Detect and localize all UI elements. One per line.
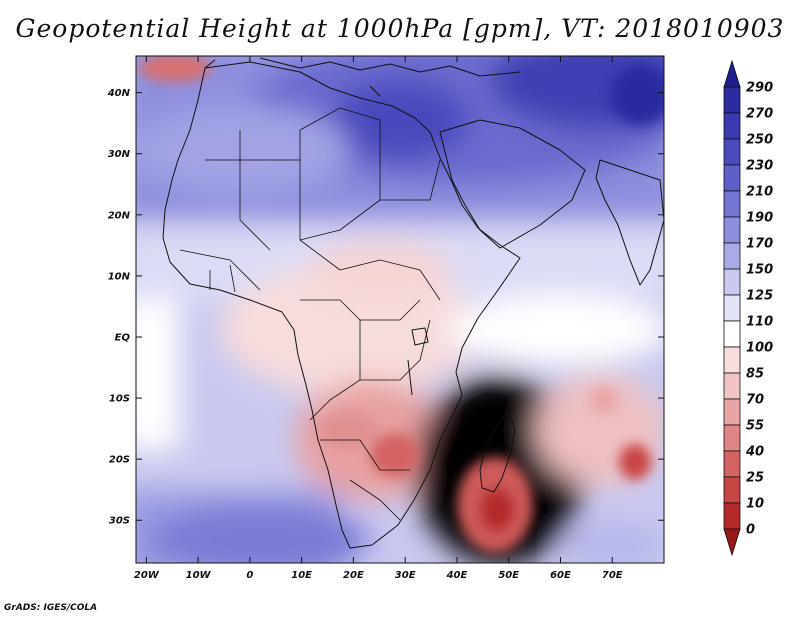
longitude-axis: 20W 10W 0 10E 20E 30E 40E 50E 60E 70E	[134, 56, 623, 581]
lat-label: EQ	[115, 332, 131, 343]
lat-label: 30N	[108, 149, 131, 160]
lon-label: 0	[246, 570, 253, 581]
lake-tanganyika	[407, 359, 413, 396]
colorbar-label: 190	[746, 211, 773, 226]
colorbar-segment	[723, 476, 741, 504]
lat-label: 10S	[109, 394, 130, 405]
colorbar-label: 100	[746, 341, 773, 356]
colorbar-label: 85	[746, 367, 764, 382]
colorbar-segment	[723, 164, 741, 192]
lat-label: 20N	[108, 210, 131, 221]
colorbar-label: 270	[746, 107, 773, 122]
lon-label: 30E	[395, 570, 416, 581]
lake-victoria	[411, 327, 429, 346]
colorbar-top-arrow	[723, 59, 741, 88]
lon-label: 70E	[602, 570, 623, 581]
grads-credit: GrADS: IGES/COLA	[4, 603, 98, 613]
colorbar-label: 150	[746, 263, 773, 278]
colorbar-label: 10	[746, 497, 764, 512]
colorbar-bottom-arrow	[723, 528, 741, 557]
height-field	[136, 56, 664, 563]
colorbar-label: 125	[746, 289, 773, 304]
lon-label: 20E	[343, 570, 364, 581]
country-borders	[179, 107, 441, 521]
colorbar-segment	[723, 216, 741, 244]
lat-label: 30S	[109, 516, 130, 527]
colorbar-label: 290	[746, 81, 773, 96]
madagascar-coastline	[479, 409, 516, 493]
colorbar: 2902702502302101901701501251101008570554…	[723, 59, 773, 557]
colorbar-segment	[723, 112, 741, 140]
lon-label: 50E	[498, 570, 519, 581]
colorbar-label: 210	[746, 185, 773, 200]
colorbar-segment	[723, 424, 741, 452]
colorbar-segment	[723, 190, 741, 218]
colorbar-segment	[723, 242, 741, 270]
colorbar-label: 170	[746, 237, 773, 252]
lon-label: 10W	[186, 570, 212, 581]
colorbar-segment	[723, 268, 741, 296]
colorbar-segment	[723, 86, 741, 114]
coastlines	[162, 57, 664, 549]
colorbar-label: 230	[746, 159, 773, 174]
colorbar-segment	[723, 398, 741, 426]
colorbar-label: 250	[746, 133, 773, 148]
lon-label: 10E	[291, 570, 312, 581]
map-frame	[135, 55, 665, 564]
india-coastline	[595, 159, 664, 286]
colorbar-label: 70	[746, 393, 764, 408]
map-title: Geopotential Height at 1000hPa [gpm], VT…	[15, 14, 785, 43]
colorbar-segment	[723, 346, 741, 374]
arabia-coastline	[439, 119, 586, 249]
colorbar-segment	[723, 320, 741, 348]
colorbar-segment	[723, 294, 741, 322]
lat-label: 20S	[109, 455, 130, 466]
lon-label: 40E	[446, 570, 468, 581]
lat-label: 10N	[108, 271, 131, 282]
lon-label: 60E	[550, 570, 571, 581]
colorbar-segment	[723, 372, 741, 400]
colorbar-label: 40	[745, 445, 764, 460]
colorbar-label: 0	[746, 523, 755, 538]
colorbar-label: 110	[746, 315, 773, 330]
lat-label: 40N	[107, 88, 131, 99]
colorbar-segment	[723, 138, 741, 166]
latitude-axis: 40N 30N 20N 10N EQ 10S 20S 30S	[107, 88, 664, 527]
africa-coastline	[162, 61, 521, 549]
europe-coastline	[204, 57, 521, 97]
colorbar-label: 55	[746, 419, 764, 434]
colorbar-segment	[723, 502, 741, 530]
colorbar-segment	[723, 450, 741, 478]
colorbar-label: 25	[746, 471, 764, 486]
lon-label: 20W	[134, 570, 160, 581]
